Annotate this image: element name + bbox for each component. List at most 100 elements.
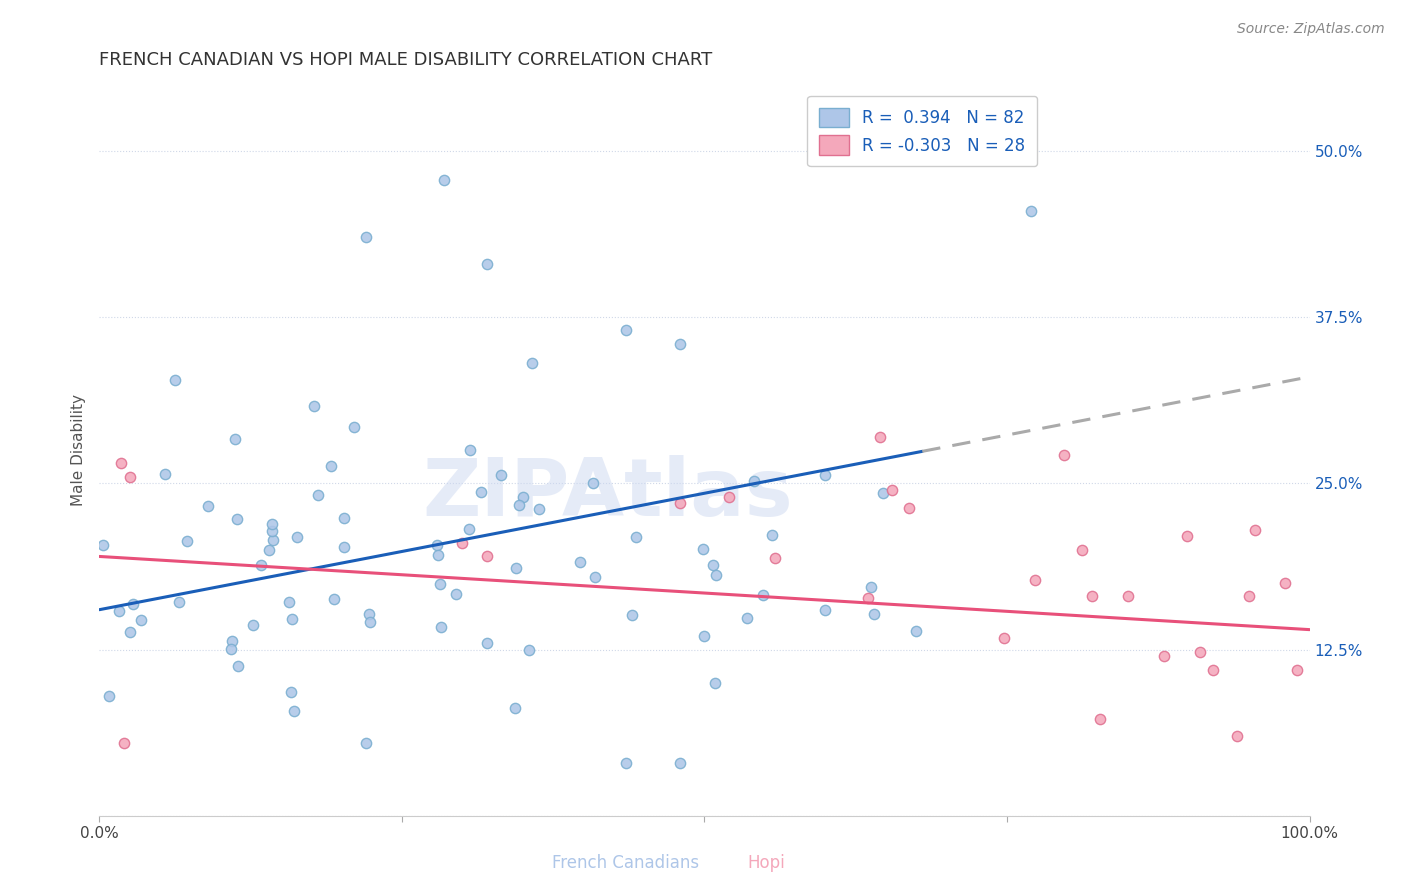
- Point: [693, 629, 716, 643]
- Point: [359, 615, 381, 629]
- Point: [475, 549, 498, 564]
- Point: [692, 542, 714, 557]
- Point: [333, 511, 356, 525]
- Point: [118, 469, 141, 483]
- Legend: R =  0.394   N = 82, R = -0.303   N = 28: R = 0.394 N = 82, R = -0.303 N = 28: [807, 96, 1038, 166]
- Point: [354, 736, 377, 750]
- Point: [508, 498, 530, 512]
- Point: [165, 373, 187, 387]
- Point: [626, 530, 648, 544]
- Point: [1226, 729, 1249, 743]
- Point: [451, 536, 474, 550]
- Point: [354, 230, 377, 244]
- Point: [620, 607, 643, 622]
- Point: [1243, 523, 1265, 537]
- Point: [110, 456, 132, 470]
- Point: [120, 625, 142, 640]
- Point: [863, 607, 886, 621]
- Point: [153, 467, 176, 481]
- Point: [704, 675, 727, 690]
- Point: [814, 467, 837, 482]
- Text: ZIPAtlas: ZIPAtlas: [422, 455, 793, 533]
- Point: [278, 595, 301, 609]
- Point: [262, 533, 284, 548]
- Point: [458, 442, 481, 457]
- Point: [880, 483, 903, 497]
- Point: [475, 636, 498, 650]
- Point: [761, 528, 783, 542]
- Point: [751, 588, 773, 602]
- Point: [283, 704, 305, 718]
- Point: [285, 530, 308, 544]
- Point: [176, 534, 198, 549]
- Point: [426, 538, 449, 552]
- Point: [1237, 590, 1260, 604]
- Point: [614, 756, 637, 770]
- Point: [1153, 649, 1175, 664]
- Point: [872, 485, 894, 500]
- Point: [343, 419, 366, 434]
- Point: [897, 501, 920, 516]
- Point: [458, 522, 481, 536]
- Point: [228, 659, 250, 673]
- Text: FRENCH CANADIAN VS HOPI MALE DISABILITY CORRELATION CHART: FRENCH CANADIAN VS HOPI MALE DISABILITY …: [100, 51, 713, 69]
- Point: [1274, 576, 1296, 591]
- Point: [814, 602, 837, 616]
- Point: [735, 611, 758, 625]
- Text: Source: ZipAtlas.com: Source: ZipAtlas.com: [1237, 22, 1385, 37]
- Point: [260, 524, 283, 539]
- Point: [1202, 663, 1225, 677]
- Point: [221, 642, 243, 657]
- Point: [250, 558, 273, 572]
- Point: [869, 430, 891, 444]
- Point: [430, 620, 453, 634]
- Point: [91, 538, 114, 552]
- Point: [1175, 529, 1198, 543]
- Point: [706, 567, 728, 582]
- Point: [107, 604, 129, 618]
- Point: [669, 336, 692, 351]
- Point: [129, 613, 152, 627]
- Point: [1080, 590, 1102, 604]
- Point: [1019, 203, 1042, 218]
- Point: [429, 577, 451, 591]
- Point: [517, 642, 540, 657]
- Text: French Canadians: French Canadians: [553, 855, 699, 872]
- Point: [669, 496, 692, 510]
- Point: [859, 580, 882, 594]
- Point: [583, 570, 606, 584]
- Point: [257, 542, 280, 557]
- Point: [904, 624, 927, 638]
- Point: [1070, 543, 1092, 558]
- Point: [426, 548, 449, 562]
- Point: [280, 685, 302, 699]
- Point: [357, 607, 380, 622]
- Point: [581, 476, 603, 491]
- Point: [98, 689, 121, 703]
- Point: [527, 501, 550, 516]
- Point: [307, 488, 329, 502]
- Point: [702, 558, 724, 572]
- Point: [491, 467, 513, 482]
- Point: [763, 550, 786, 565]
- Point: [1088, 712, 1111, 726]
- Point: [1053, 448, 1076, 462]
- Point: [167, 595, 190, 609]
- Point: [614, 323, 637, 337]
- Point: [569, 555, 592, 569]
- Point: [444, 587, 467, 601]
- Point: [281, 612, 304, 626]
- Point: [470, 485, 492, 500]
- Point: [669, 756, 692, 770]
- Point: [112, 736, 135, 750]
- Point: [242, 618, 264, 632]
- Point: [1116, 590, 1139, 604]
- Point: [197, 500, 219, 514]
- Point: [993, 631, 1015, 645]
- Point: [1188, 645, 1211, 659]
- Text: Hopi: Hopi: [748, 855, 785, 872]
- Point: [322, 592, 344, 607]
- Point: [333, 540, 356, 554]
- Point: [1024, 573, 1046, 587]
- Point: [221, 634, 243, 648]
